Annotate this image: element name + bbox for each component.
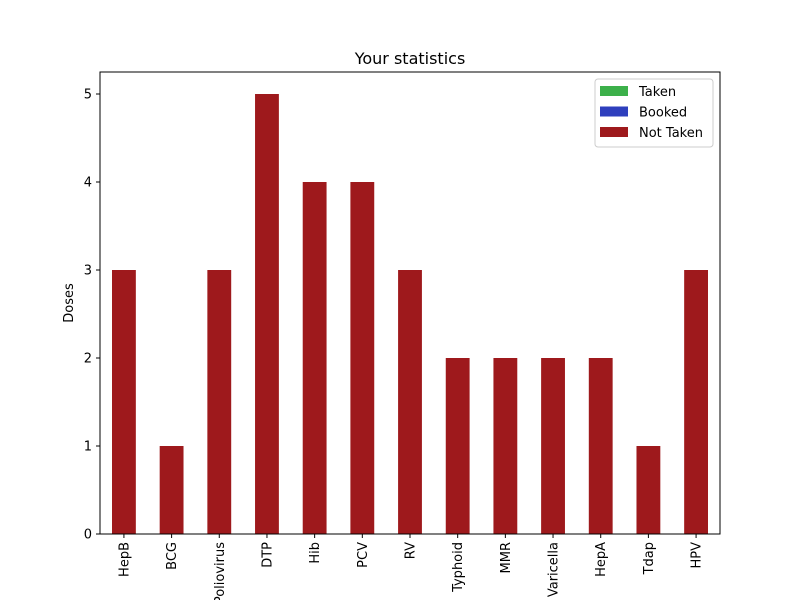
legend: Taken Booked Not Taken [594, 78, 714, 148]
bar-not-taken-typhoid [445, 358, 470, 534]
y-tick-label: 5 [84, 88, 92, 103]
x-tick-label: Tdap [642, 542, 657, 575]
x-tick-label: HPV [690, 542, 705, 569]
x-tick-label: HepB [117, 542, 132, 577]
bars-group [112, 94, 708, 534]
x-tick-label: PCV [356, 542, 371, 568]
legend-label-not-taken: Not Taken [639, 126, 703, 141]
y-tick-label: 3 [84, 264, 92, 279]
x-tick-label: MMR [499, 542, 514, 573]
x-tick-label: Typhoid [451, 542, 466, 593]
x-tick-label: Varicella [547, 542, 562, 597]
x-tick-label: Poliovirus [213, 542, 228, 600]
legend-label-booked: Booked [639, 106, 687, 121]
x-tick-label: DTP [260, 542, 275, 568]
legend-swatch-not-taken [600, 127, 628, 137]
y-axis-label: Doses [62, 283, 77, 323]
bar-not-taken-hepa [588, 358, 613, 534]
legend-swatch-taken [600, 86, 628, 96]
bar-not-taken-mmr [493, 358, 518, 534]
bar-not-taken-hepb [112, 270, 136, 534]
bar-not-taken-bcg [159, 446, 184, 534]
y-tick-label: 0 [84, 528, 92, 543]
bar-not-taken-varicella [541, 358, 565, 534]
bar-not-taken-poliovirus [207, 270, 232, 534]
bar-not-taken-pcv [350, 182, 375, 534]
legend-label-taken: Taken [638, 85, 676, 100]
y-tick-label: 2 [84, 352, 92, 367]
y-tick-label: 1 [84, 440, 92, 455]
x-tick-label: Hib [308, 542, 323, 564]
y-axis: 0 1 2 3 4 5 [84, 88, 100, 543]
y-tick-label: 4 [84, 176, 92, 191]
bar-not-taken-hpv [684, 270, 708, 534]
bar-not-taken-hib [302, 182, 327, 534]
legend-swatch-booked [600, 106, 628, 117]
chart-title: Your statistics [354, 49, 466, 68]
bar-not-taken-rv [398, 270, 422, 534]
bar-not-taken-dtp [255, 94, 279, 534]
x-tick-label: BCG [165, 542, 180, 570]
x-axis: HepB BCG Poliovirus DTP Hib PCV RV Typhoid MMR Va… [117, 534, 705, 600]
x-tick-label: RV [404, 542, 419, 559]
x-tick-label: HepA [594, 542, 609, 577]
bar-not-taken-tdap [636, 446, 661, 534]
